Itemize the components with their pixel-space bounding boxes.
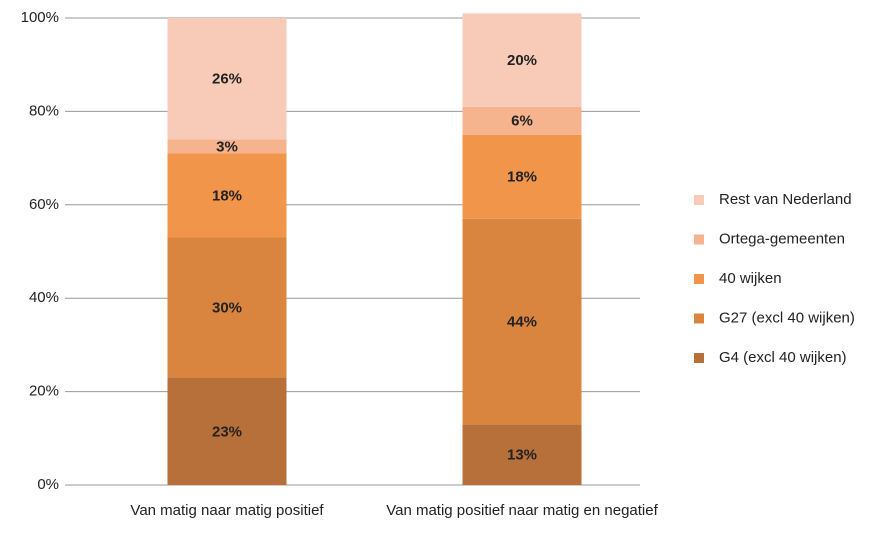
data-label: 18% [507, 169, 537, 186]
data-label: 13% [507, 447, 537, 464]
bar-segment [167, 18, 287, 140]
legend-label: G4 (excl 40 wijken) [719, 349, 847, 366]
data-label: 23% [212, 423, 242, 440]
data-label: 18% [212, 187, 242, 204]
legend-swatch [694, 313, 704, 324]
y-tick-label: 0% [37, 476, 59, 493]
data-label: 44% [507, 314, 537, 331]
y-tick-label: 60% [29, 196, 59, 213]
bar-segment [167, 237, 287, 378]
bar-segment [462, 134, 582, 219]
data-label: 26% [212, 71, 242, 88]
legend-label: G27 (excl 40 wijken) [719, 309, 855, 326]
x-tick-label: Van matig naar matig positief [130, 502, 324, 519]
bar-segment [167, 139, 287, 154]
bar-segment [462, 13, 582, 107]
data-label: 3% [216, 138, 238, 155]
y-tick-label: 100% [21, 9, 59, 26]
bar-segment [462, 424, 582, 485]
legend-label: 40 wijken [719, 270, 782, 287]
y-tick-label: 80% [29, 102, 59, 119]
bar-segment [167, 153, 287, 238]
legend-swatch [694, 353, 704, 363]
data-label: 30% [212, 300, 242, 317]
legend-swatch [694, 234, 704, 245]
bar-segment [462, 106, 582, 135]
bar-segment [167, 377, 287, 485]
x-tick-label-box: Van matig positief naar matig en negatie… [386, 502, 658, 519]
legend-swatch [694, 195, 704, 205]
y-tick-label: 40% [29, 289, 59, 306]
y-tick-label: 20% [29, 383, 59, 400]
data-label: 6% [511, 113, 533, 130]
legend-label: Rest van Nederland [719, 191, 852, 208]
data-label: 20% [507, 52, 537, 69]
x-tick-label-box: Van matig naar matig positief [130, 502, 324, 519]
legend-label: Ortega-gemeenten [719, 230, 845, 247]
x-tick-label: Van matig positief naar matig en negatie… [386, 502, 658, 519]
bar-segment [462, 218, 582, 425]
legend-swatch [694, 274, 704, 284]
